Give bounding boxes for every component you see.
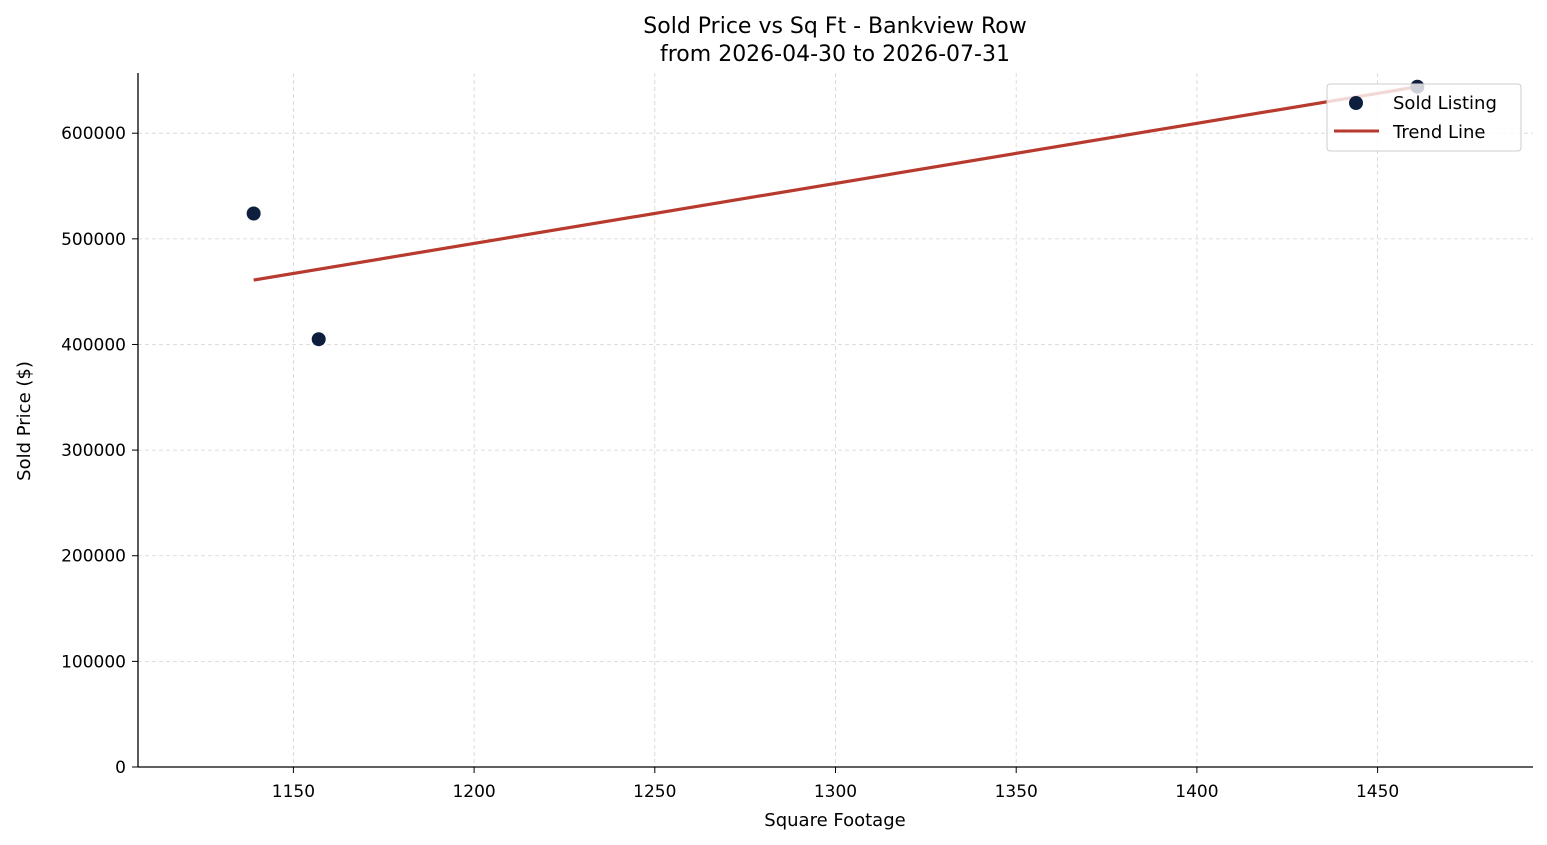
legend-box [1326, 83, 1522, 152]
chart-title: Sold Price vs Sq Ft - Bankview Row [643, 14, 1026, 39]
x-tick-label: 1400 [1175, 782, 1218, 802]
trend-line [253, 85, 1418, 282]
y-axis-label: Sold Price ($) [14, 361, 35, 481]
x-axis-label: Square Footage [764, 810, 905, 831]
x-tick-label: 1300 [814, 782, 857, 802]
grid [138, 73, 1533, 767]
legend-label-sold-listing: Sold Listing [1393, 93, 1497, 114]
legend-label-trend-line: Trend Line [1392, 122, 1486, 143]
x-tick-label: 1200 [452, 782, 495, 802]
y-tick-label: 100000 [61, 652, 126, 672]
chart-subtitle: from 2026-04-30 to 2026-07-31 [660, 42, 1010, 67]
x-ticks: 1150 1200 1250 1300 1350 1400 1450 [272, 767, 1399, 802]
x-tick-label: 1250 [633, 782, 676, 802]
y-tick-label: 300000 [61, 441, 126, 461]
legend: Sold Listing Trend Line [1326, 83, 1522, 152]
y-tick-label: 500000 [61, 230, 126, 250]
y-tick-label: 400000 [61, 335, 126, 355]
sold-listing-point [311, 332, 326, 347]
y-tick-label: 0 [115, 758, 126, 778]
y-tick-label: 200000 [61, 547, 126, 567]
x-tick-label: 1450 [1356, 782, 1399, 802]
x-tick-label: 1350 [995, 782, 1038, 802]
x-tick-label: 1150 [272, 782, 315, 802]
sold-listing-point [246, 206, 261, 221]
y-ticks: 0 100000 200000 300000 400000 500000 600000 [61, 124, 138, 778]
y-tick-label: 600000 [61, 124, 126, 144]
trend-line-layer [253, 85, 1418, 282]
legend-marker-sold-listing [1349, 96, 1363, 110]
